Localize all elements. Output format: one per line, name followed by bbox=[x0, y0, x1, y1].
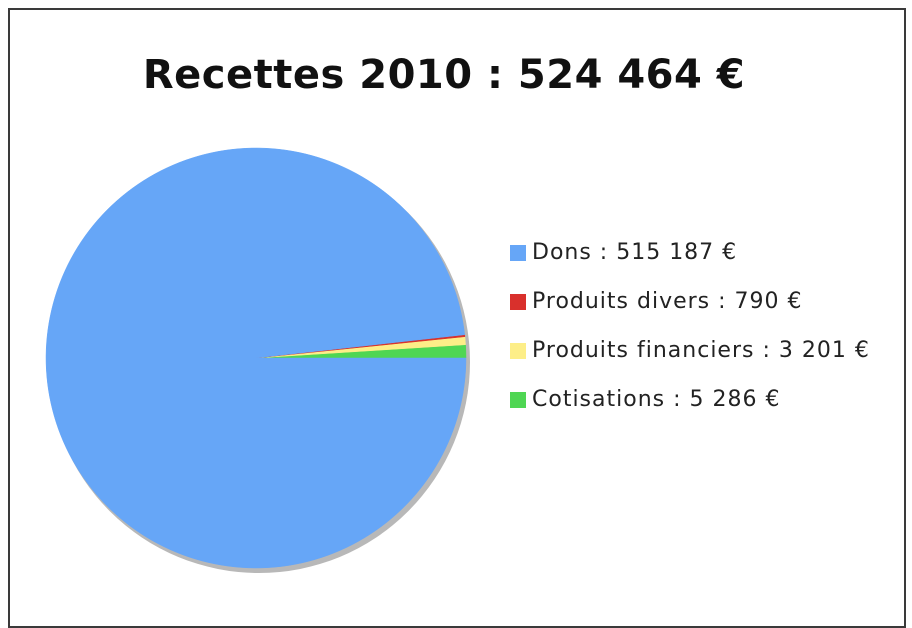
pie-chart bbox=[45, 147, 470, 573]
chart-title: Recettes 2010 : 524 464 € bbox=[142, 52, 746, 98]
legend-swatch-dons bbox=[510, 244, 526, 261]
legend-label-dons: Dons : 515 187 € bbox=[532, 240, 738, 265]
legend-swatch-cotisations bbox=[510, 391, 526, 408]
pie-slice-dons bbox=[45, 147, 467, 569]
legend-swatch-produits-divers bbox=[510, 293, 526, 310]
legend-label-cotisations: Cotisations : 5 286 € bbox=[532, 387, 781, 412]
legend-label-produits-financiers: Produits financiers : 3 201 € bbox=[532, 338, 870, 363]
legend-item-cotisations: Cotisations : 5 286 € bbox=[510, 375, 870, 424]
legend-label-produits-divers: Produits divers : 790 € bbox=[532, 289, 803, 314]
legend-item-produits-divers: Produits divers : 790 € bbox=[510, 277, 870, 326]
legend-item-produits-financiers: Produits financiers : 3 201 € bbox=[510, 326, 870, 375]
legend-item-dons: Dons : 515 187 € bbox=[510, 228, 870, 277]
legend-swatch-produits-financiers bbox=[510, 342, 526, 359]
legend: Dons : 515 187 € Produits divers : 790 €… bbox=[510, 228, 870, 424]
